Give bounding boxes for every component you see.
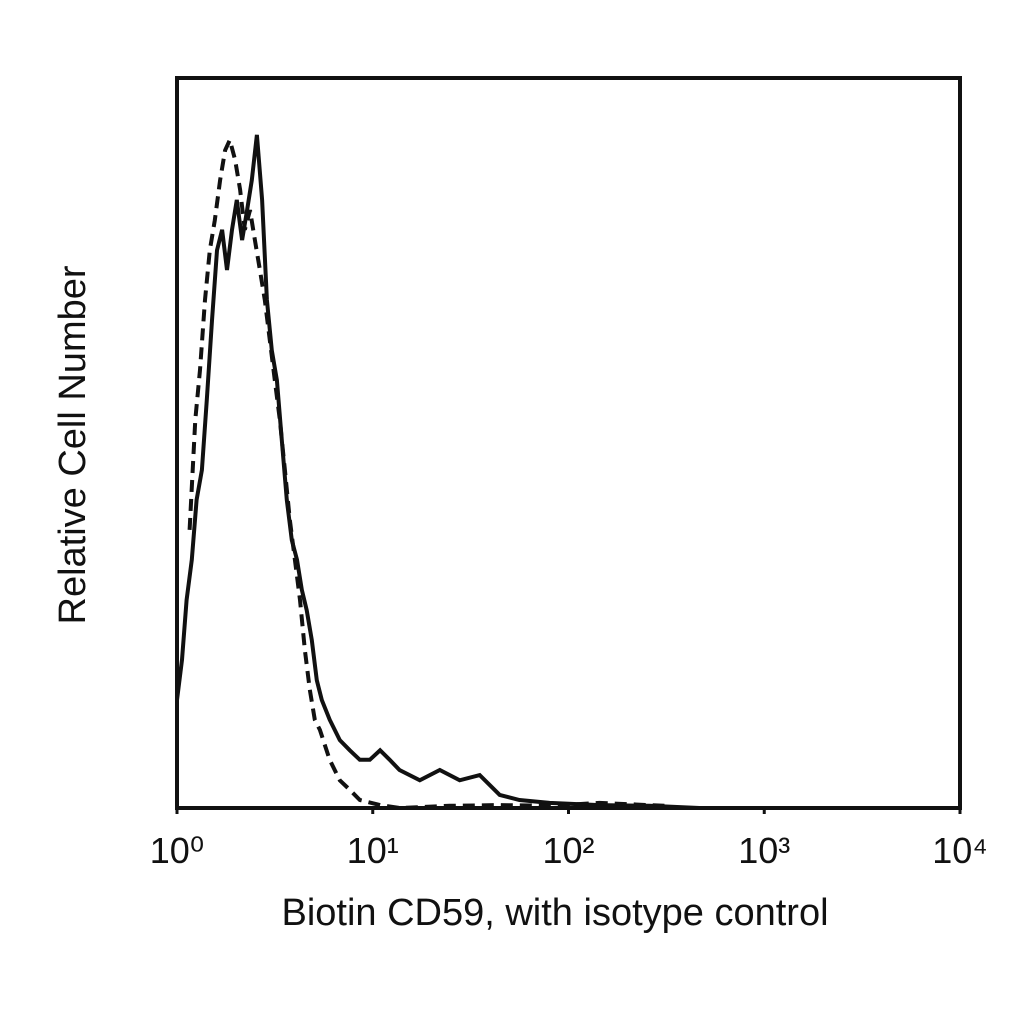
series-line [187,134,665,811]
x-tick-label: 10¹ [347,830,399,871]
plot-frame [175,76,962,810]
x-tick-label: 10⁰ [150,830,204,871]
x-axis-label: Biotin CD59, with isotype control [281,892,828,934]
x-tick-label: 10⁴ [932,830,988,871]
x-tick-label: 10² [542,830,594,871]
series-line [175,134,700,810]
y-axis-label: Relative Cell Number [52,265,94,624]
x-tick-label: 10³ [738,830,790,871]
